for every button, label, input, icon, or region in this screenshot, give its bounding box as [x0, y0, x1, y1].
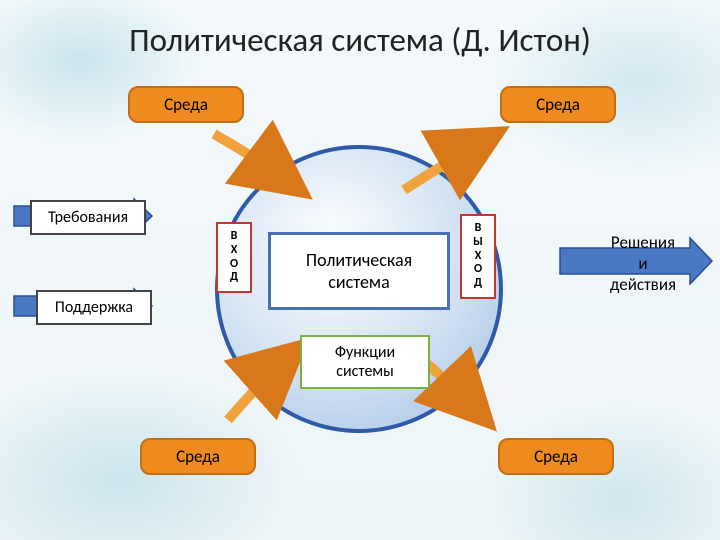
io-letter: Д [464, 277, 492, 291]
decision-line: действия [588, 274, 698, 295]
decision-line: Решения [588, 232, 698, 253]
label-demands: Требования [30, 200, 146, 235]
io-letter: Х [220, 244, 248, 258]
io-letter: В [220, 230, 248, 244]
arrow-env-tr-out [404, 134, 496, 190]
func-line: системы [310, 362, 420, 381]
io-letter: Ы [464, 236, 492, 250]
env-box-br: Среда [498, 438, 614, 475]
decision-line: и [588, 253, 698, 274]
io-letter: О [464, 263, 492, 277]
arrow-env-tl-in [214, 134, 300, 190]
io-output: В Ы Х О Д [460, 214, 496, 299]
decisions-text: Решения и действия [588, 232, 698, 295]
slide-root: Политическая система (Д. Истон) Среда Ср… [0, 0, 720, 540]
functions-box: Функции системы [300, 335, 430, 389]
func-line: Функции [310, 343, 420, 362]
io-letter: В [464, 222, 492, 236]
env-box-bl: Среда [140, 438, 256, 475]
io-letter: Д [220, 271, 248, 285]
arrow-env-bl-in [228, 348, 298, 420]
center-line: Политическая [279, 249, 439, 271]
io-input: В Х О Д [216, 222, 252, 293]
center-system-box: Политическая система [268, 232, 450, 310]
center-line: система [279, 271, 439, 293]
io-letter: О [220, 258, 248, 272]
env-box-tl: Среда [128, 86, 244, 123]
env-box-tr: Среда [500, 86, 616, 123]
label-support: Поддержка [36, 290, 152, 325]
io-letter: Х [464, 250, 492, 264]
